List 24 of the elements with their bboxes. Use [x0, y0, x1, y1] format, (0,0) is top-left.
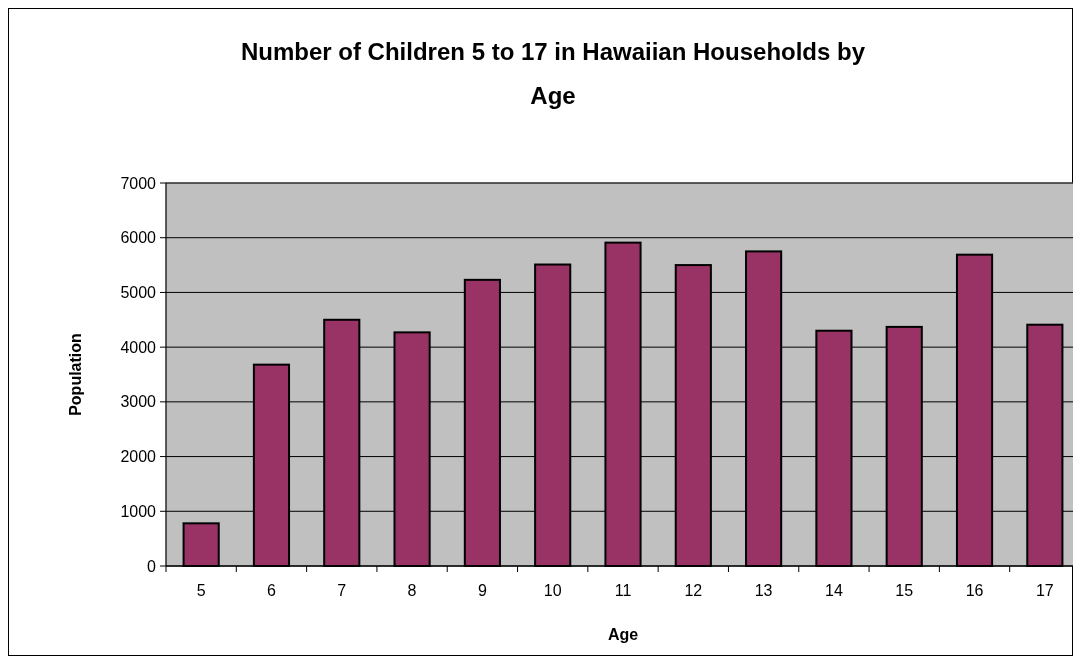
x-tick-label: 13 — [754, 582, 773, 599]
x-tick-label: 8 — [407, 582, 417, 599]
y-axis-title: Population — [67, 333, 84, 416]
x-tick-label: 9 — [477, 582, 487, 599]
x-tick-label: 5 — [196, 582, 206, 599]
y-tick-label: 6000 — [120, 229, 157, 247]
y-tick-label: 1000 — [120, 502, 157, 520]
x-tick-label: 14 — [825, 582, 843, 599]
y-tick-label: 0 — [147, 557, 157, 575]
x-axis-title: Age — [607, 626, 639, 643]
y-tick-label: 2000 — [120, 448, 157, 466]
y-tick-label: 4000 — [120, 338, 157, 356]
chart-title: Number of Children 5 to 17 in Hawaiian Households by Age — [240, 38, 866, 109]
x-tick-label: 7 — [337, 582, 347, 599]
x-tick-label: 16 — [965, 582, 984, 599]
y-tick-label: 3000 — [120, 393, 157, 411]
y-tick-label: 7000 — [120, 174, 157, 192]
x-tick-label: 17 — [1035, 582, 1054, 599]
x-tick-label: 10 — [543, 582, 562, 599]
y-tick-label: 5000 — [120, 284, 157, 302]
x-tick-label: 11 — [614, 582, 632, 599]
x-tick-label: 12 — [684, 582, 703, 599]
x-tick-label: 6 — [267, 582, 277, 599]
x-tick-label: 15 — [895, 582, 914, 599]
